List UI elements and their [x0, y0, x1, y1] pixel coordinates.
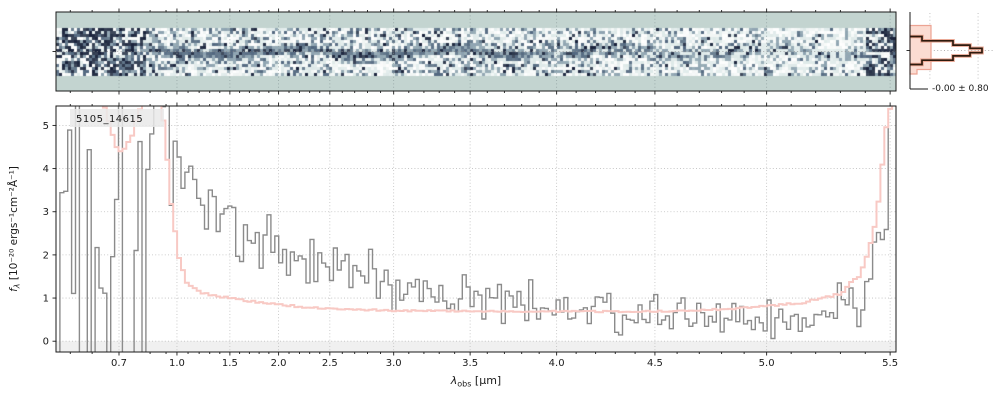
x-tick-label: 2.0: [271, 358, 287, 369]
spec2d-panel: [52, 8, 897, 95]
x-tick-label: 3.0: [386, 358, 402, 369]
hist-stat-backdrop: [928, 81, 998, 94]
x-tick-label: 1.5: [222, 358, 238, 369]
x-tick-label: 2.5: [322, 358, 338, 369]
hist-stat-label: -0.00 ± 0.80: [932, 84, 989, 94]
main-frame: [55, 105, 897, 353]
x-tick-label: 5.0: [759, 358, 775, 369]
y-tick-label: 1: [43, 294, 49, 305]
hist-gaussian-fill: [909, 24, 932, 75]
residual-histogram-panel: -0.00 ± 0.80: [906, 12, 998, 94]
negative-flux-shading: [56, 341, 896, 352]
object-label: 5105_14615: [76, 114, 143, 125]
x-tick-label: 5.5: [882, 358, 898, 369]
x-tick-label: 1.0: [169, 358, 185, 369]
object-label-bg: [70, 109, 164, 127]
x-tick-label: 4.5: [647, 358, 663, 369]
y-axis-label: fλ [10⁻²⁰ ergs⁻¹cm⁻²Å⁻¹]: [7, 166, 22, 292]
y-tick-label: 2: [43, 250, 49, 261]
uncertainty-line: [101, 106, 894, 314]
y-tick-label: 3: [43, 207, 49, 218]
x-tick-label: 3.5: [462, 358, 478, 369]
y-tick-label: 5: [43, 121, 49, 132]
spectrum-1d-panel: 0.7 1.0 1.5 2.0 2.5 3.0 3.5 4.0 4.5 5.0 5.5 0 1 2 3 4 5: [43, 102, 898, 369]
y-tick-label: 0: [43, 337, 49, 348]
y-tick-label: 4: [43, 164, 49, 175]
x-tick-label: 0.7: [111, 358, 127, 369]
clipped-series: [59, 106, 894, 352]
flux-line: [59, 106, 893, 352]
hist-step-line: [910, 35, 983, 66]
x-axis-label: λobs [μm]: [450, 374, 501, 389]
x-tick-label: 4.0: [549, 358, 565, 369]
residual-histogram-shapes: [906, 12, 995, 90]
object-label-box: 5105_14615: [70, 109, 164, 127]
